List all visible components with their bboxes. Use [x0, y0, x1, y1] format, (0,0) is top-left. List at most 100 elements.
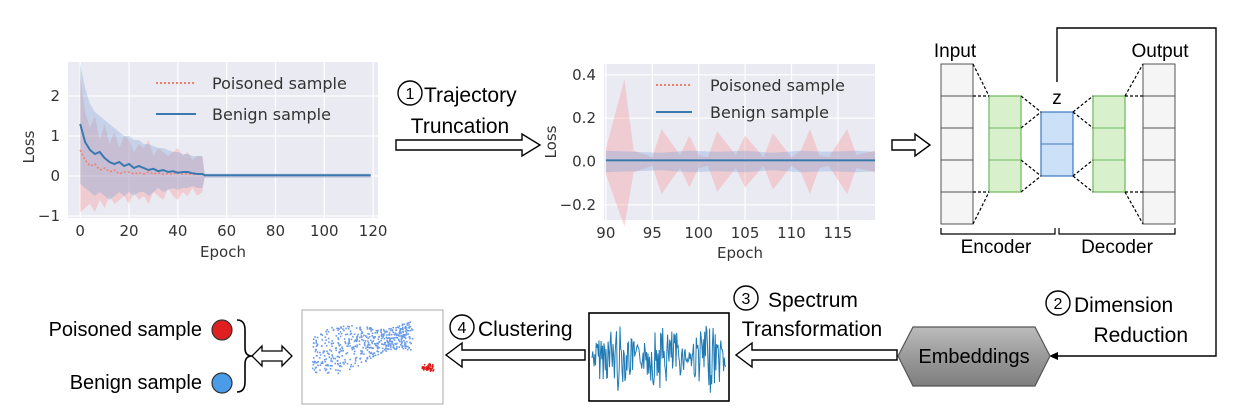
cluster-point-benign: [386, 348, 388, 350]
cluster-point-benign: [314, 336, 316, 338]
cluster-point-benign: [319, 354, 322, 356]
cluster-point-benign: [401, 327, 404, 329]
cluster-point-benign: [355, 340, 358, 342]
cluster-point-benign: [376, 342, 379, 344]
cluster-point-benign: [355, 356, 358, 359]
cluster-point-benign: [353, 353, 356, 355]
cluster-point-poisoned: [432, 365, 434, 368]
cluster-point-benign: [380, 331, 382, 334]
step2-number-circle: [1045, 290, 1071, 316]
cluster-point-benign: [401, 336, 403, 338]
cluster-point-benign: [339, 350, 341, 353]
cluster-point-benign: [380, 352, 382, 354]
x-tick-label: 100: [684, 224, 713, 242]
cluster-point-benign: [365, 347, 367, 350]
chart2-legend-benign: Benign sample: [710, 103, 829, 122]
cluster-point-benign: [395, 347, 398, 349]
cluster-point-benign: [349, 358, 351, 361]
cluster-point-benign: [326, 363, 329, 366]
cluster-point-benign: [346, 362, 349, 365]
cluster-point-benign: [366, 326, 369, 328]
x-tick-label: 80: [266, 222, 285, 240]
arrow-to-spectrum: [734, 341, 898, 369]
cluster-point-benign: [401, 323, 404, 326]
cluster-point-benign: [354, 350, 356, 353]
cluster-point-benign: [346, 333, 349, 336]
cluster-point-benign: [403, 334, 405, 336]
cluster-point-benign: [383, 330, 385, 332]
cluster-point-benign: [384, 349, 386, 351]
cluster-point-benign: [404, 341, 406, 344]
cluster-point-benign: [338, 351, 340, 354]
cluster-point-benign: [361, 332, 364, 334]
ae-decoder-label: Decoder: [1081, 237, 1153, 258]
cluster-point-benign: [405, 327, 408, 329]
ae-decoder-hidden-layer: [1092, 95, 1126, 193]
cluster-point-benign: [376, 345, 379, 348]
cluster-scatter-plot: [301, 309, 444, 405]
cluster-point-benign: [343, 338, 346, 340]
cluster-point-benign: [317, 364, 319, 367]
cluster-point-benign: [339, 370, 341, 372]
cluster-point-poisoned: [422, 367, 425, 370]
cluster-point-benign: [400, 334, 402, 337]
cluster-point-benign: [376, 345, 379, 347]
cluster-point-benign: [331, 345, 333, 347]
cluster-point-benign: [397, 326, 400, 329]
cluster-point-benign: [372, 347, 374, 349]
cluster-point-benign: [327, 330, 330, 333]
cluster-point-benign: [325, 364, 328, 367]
chart1-grid: [68, 62, 378, 218]
cluster-point-benign: [312, 361, 314, 363]
chart1-bands: [80, 64, 371, 212]
cluster-point-benign: [380, 333, 383, 335]
cluster-point-benign: [396, 342, 398, 345]
cluster-point-benign: [400, 339, 403, 341]
cluster-point-benign: [320, 333, 322, 336]
cluster-point-benign: [377, 338, 380, 340]
cluster-point-benign: [383, 334, 385, 337]
cluster-point-benign: [389, 329, 392, 332]
cluster-point-benign: [400, 327, 402, 330]
cluster-point-benign: [321, 339, 324, 341]
chart2-bands: [605, 79, 875, 227]
cluster-point-benign: [372, 352, 375, 355]
benign-dot-icon: [211, 372, 233, 394]
cluster-point-benign: [371, 342, 374, 345]
cluster-point-benign: [320, 362, 322, 365]
cluster-point-benign: [410, 349, 412, 351]
spectrum-waveform: [591, 325, 727, 393]
cluster-point-benign: [326, 333, 328, 336]
cluster-point-benign: [391, 340, 394, 343]
cluster-point-benign: [401, 337, 403, 339]
cluster-point-benign: [358, 343, 361, 346]
cluster-point-benign: [322, 350, 325, 352]
cluster-point-benign: [393, 347, 395, 349]
cluster-point-benign: [411, 329, 414, 331]
cluster-point-benign: [327, 337, 330, 340]
embeddings-label: Embeddings: [918, 346, 1029, 368]
cluster-point-benign: [322, 362, 324, 365]
step2-label-line1: Dimension: [1074, 294, 1173, 317]
cluster-point-benign: [347, 328, 350, 330]
cluster-point-benign: [402, 347, 405, 350]
cluster-point-benign: [352, 365, 354, 368]
cluster-point-benign: [326, 372, 329, 374]
result-double-arrow: [251, 344, 293, 368]
cluster-point-benign: [329, 349, 331, 351]
cluster-point-benign: [369, 347, 371, 349]
cluster-point-benign: [390, 344, 392, 347]
cluster-point-benign: [315, 366, 317, 369]
cluster-point-benign: [373, 352, 376, 354]
cluster-point-benign: [350, 332, 352, 335]
cluster-point-benign: [359, 358, 361, 360]
cluster-point-benign: [395, 334, 398, 337]
cluster-point-benign: [317, 360, 319, 363]
cluster-point-benign: [393, 348, 396, 350]
cluster-point-benign: [402, 331, 404, 334]
cluster-point-benign: [338, 356, 341, 359]
cluster-point-benign: [339, 331, 342, 333]
cluster-point-benign: [338, 344, 341, 347]
cluster-point-benign: [401, 335, 403, 337]
cluster-point-benign: [314, 350, 317, 353]
